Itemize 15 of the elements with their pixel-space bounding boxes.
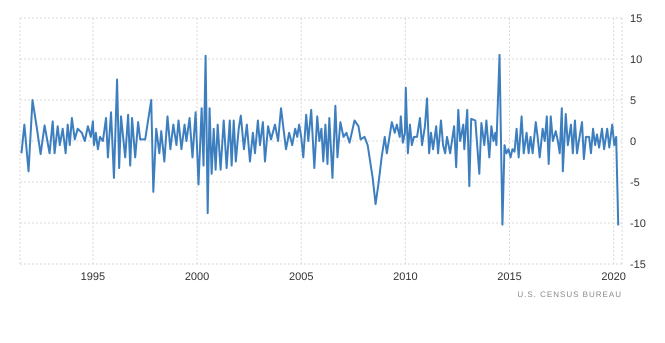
y-tick-label: 0 [630, 136, 636, 148]
y-tick-label: 15 [630, 12, 642, 25]
y-tick-label: -10 [630, 218, 646, 230]
x-tick-label: 2010 [393, 270, 418, 283]
y-tick-label: -5 [630, 176, 640, 189]
text: U.S. CENSUS BUREAU [516, 290, 623, 299]
x-tick-label: 2020 [601, 270, 626, 283]
x-tick-label: 2005 [288, 270, 314, 283]
line-series [20, 54, 620, 226]
y-tick-label: -15 [630, 258, 646, 271]
y-tick-label: 5 [630, 94, 636, 107]
y-tick-label: 10 [630, 54, 642, 66]
x-tick-label: 2000 [184, 270, 210, 283]
x-tick-label: 1995 [80, 270, 106, 283]
x-tick-label: 2015 [497, 270, 522, 283]
